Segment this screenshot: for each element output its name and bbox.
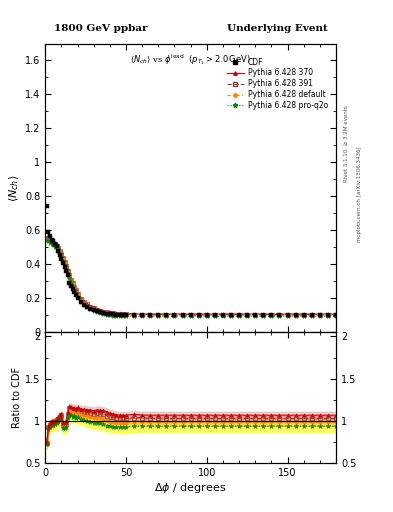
Text: Underlying Event: Underlying Event (226, 25, 327, 33)
Text: mcplots.cern.ch [arXiv:1306.3436]: mcplots.cern.ch [arXiv:1306.3436] (357, 147, 362, 242)
Legend: CDF, Pythia 6.428 370, Pythia 6.428 391, Pythia 6.428 default, Pythia 6.428 pro-: CDF, Pythia 6.428 370, Pythia 6.428 391,… (225, 56, 329, 112)
Text: Rivet 3.1.10, ≥ 3.2M events: Rivet 3.1.10, ≥ 3.2M events (344, 105, 349, 182)
Y-axis label: Ratio to CDF: Ratio to CDF (12, 367, 22, 429)
Text: $\langle N_{ch}\rangle$ vs $\phi^{\rm lead}$  $(p_{T_1} > 2.0\,{\rm GeV})$: $\langle N_{ch}\rangle$ vs $\phi^{\rm le… (130, 52, 251, 67)
Text: 1800 GeV ppbar: 1800 GeV ppbar (54, 25, 147, 33)
Y-axis label: $\langle N_{ch}\rangle$: $\langle N_{ch}\rangle$ (7, 174, 21, 202)
X-axis label: $\Delta\phi$ / degrees: $\Delta\phi$ / degrees (154, 481, 227, 495)
